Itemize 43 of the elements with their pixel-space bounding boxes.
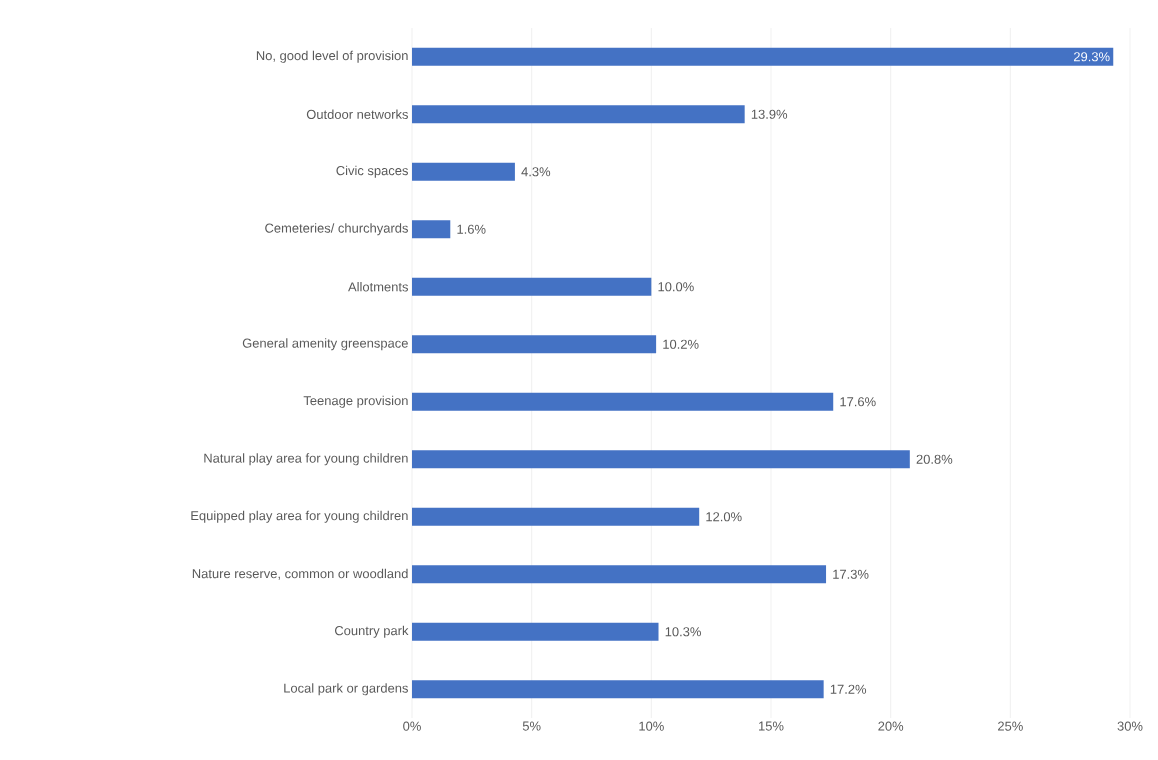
data-label: 29.3%: [1073, 52, 1110, 62]
data-label: 10.2%: [663, 339, 699, 349]
data-label: 10.3%: [665, 627, 701, 637]
y-tick-label: General amenity greenspace: [242, 338, 408, 351]
bar: [412, 392, 834, 411]
data-label: 17.3%: [833, 569, 869, 579]
y-tick-label: Nature reserve, common or woodland: [192, 568, 408, 580]
bar: [412, 47, 1114, 66]
bar: [412, 277, 652, 296]
data-label: 17.6%: [840, 397, 876, 407]
y-tick-label: No, good level of provision: [256, 50, 408, 63]
y-tick-label: Equipped play area for young children: [191, 510, 408, 523]
data-label: 13.9%: [751, 109, 788, 119]
bar: [412, 335, 657, 354]
y-tick-label: Teenage provision: [303, 395, 408, 408]
data-label: 1.6%: [457, 224, 486, 234]
bar: [412, 162, 515, 181]
bar: [412, 450, 910, 469]
data-label: 17.2%: [830, 684, 867, 694]
bar: [412, 680, 824, 699]
x-tick-label: 10%: [639, 721, 664, 731]
data-label: 20.8%: [916, 454, 953, 464]
data-label: 4.3%: [521, 167, 551, 177]
x-tick-label: 0%: [403, 721, 421, 731]
bar: [412, 105, 745, 124]
x-tick-label: 30%: [1117, 721, 1143, 731]
x-tick-label: 15%: [759, 721, 784, 731]
data-label: 12.0%: [706, 512, 742, 522]
y-tick-label: Country park: [334, 625, 409, 638]
data-label: 10.0%: [658, 282, 694, 292]
x-tick-label: 20%: [878, 721, 904, 731]
bar: [412, 622, 659, 641]
x-tick-label: 5%: [522, 721, 541, 731]
y-tick-label: Natural play area for young children: [204, 453, 408, 466]
y-tick-label: Local park or gardens: [284, 683, 408, 696]
bar: [412, 220, 451, 239]
x-tick-label: 25%: [998, 721, 1023, 731]
bar: [412, 507, 700, 526]
y-tick-label: Outdoor networks: [306, 109, 408, 119]
bar: [412, 565, 827, 584]
y-tick-label: Allotments: [348, 281, 409, 292]
y-tick-label: Cemeteries/ churchyards: [265, 223, 408, 236]
y-tick-label: Civic spaces: [336, 165, 408, 178]
